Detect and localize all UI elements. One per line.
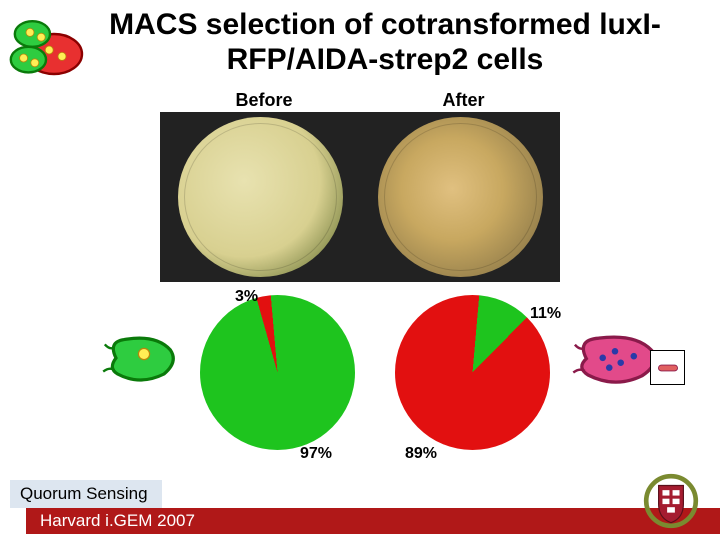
footer: Quorum Sensing Harvard i.GEM 2007 <box>0 480 720 540</box>
red-bacterium-inset-icon <box>650 350 685 385</box>
green-bacterium-icon <box>100 330 180 390</box>
pie-after <box>395 295 550 450</box>
corner-bacteria-icon <box>6 10 86 80</box>
pie-before-green-label: 97% <box>300 445 332 463</box>
label-before: Before <box>235 90 292 111</box>
petri-dish-after <box>378 117 543 277</box>
petri-dish-panel <box>160 112 560 282</box>
petri-dish-before <box>178 117 343 277</box>
pie-before <box>200 295 355 450</box>
footer-line2: Harvard i.GEM 2007 <box>26 511 195 531</box>
footer-line1: Quorum Sensing <box>10 480 162 508</box>
pie-before-red-label: 3% <box>235 288 258 306</box>
footer-bar: Harvard i.GEM 2007 <box>26 508 720 534</box>
pie-after-red-label: 89% <box>405 445 437 463</box>
red-bacterium-icon <box>570 330 660 390</box>
slide-title: MACS selection of cotransformed luxI-RFP… <box>90 8 680 77</box>
harvard-logo-icon <box>640 470 702 532</box>
label-after: After <box>443 90 485 111</box>
pie-after-green-label: 11% <box>530 305 561 323</box>
section-labels: Before After <box>0 90 720 111</box>
